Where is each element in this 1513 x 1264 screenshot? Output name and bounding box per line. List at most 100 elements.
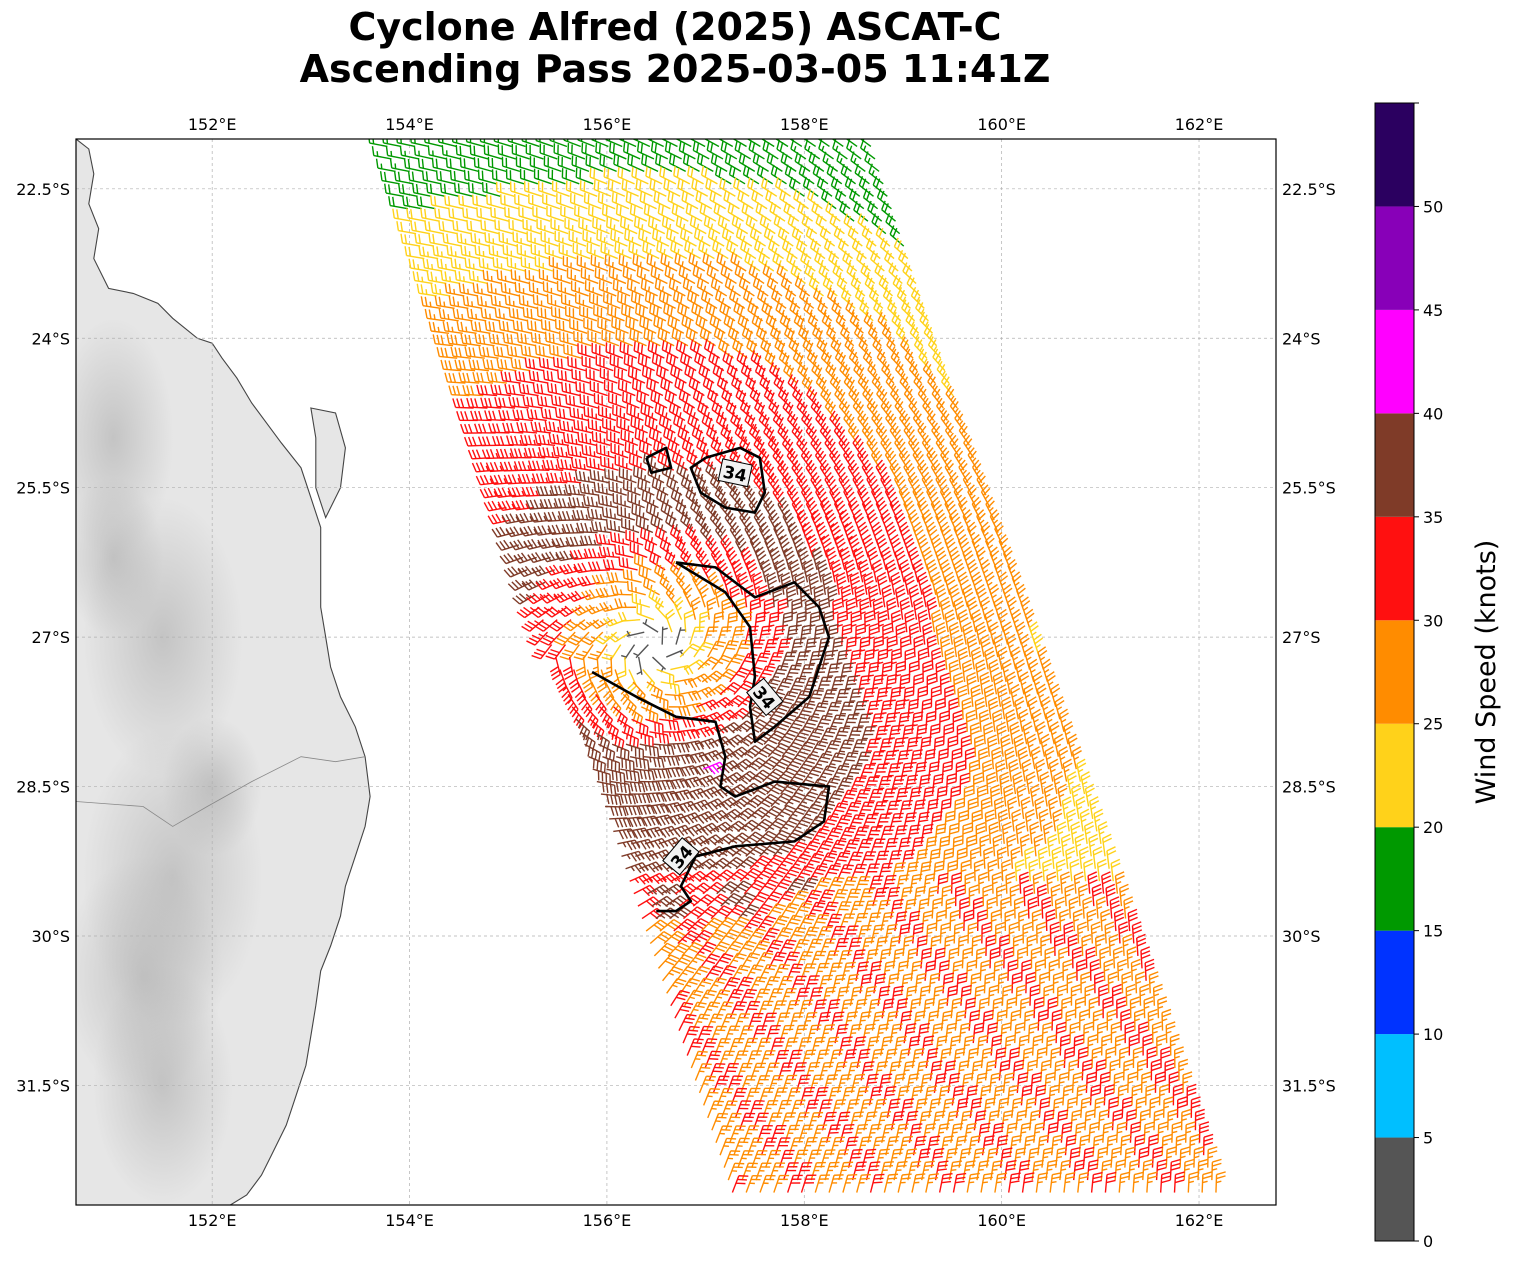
wind-barb [706, 264, 724, 285]
wind-barb [646, 253, 664, 272]
wind-barb [486, 371, 507, 384]
wind-barb [757, 288, 773, 309]
wind-barb [616, 291, 635, 310]
wind-barb [410, 220, 431, 235]
wind-barb [560, 205, 579, 222]
wind-barbs [368, 139, 1226, 1193]
wind-barb [604, 254, 623, 272]
wind-barb [626, 279, 645, 297]
wind-barb [512, 231, 531, 247]
wind-barb [641, 365, 660, 384]
wind-barb [375, 158, 396, 173]
wind-barb [910, 286, 925, 309]
wind-barb [565, 180, 584, 197]
wind-barb [567, 143, 586, 160]
wind-barb [774, 177, 792, 197]
wind-barb [431, 157, 451, 173]
wind-barb [455, 144, 475, 160]
wind-barb [663, 178, 681, 197]
wind-barb [693, 227, 711, 247]
wind-barb [464, 257, 484, 272]
wind-barb [393, 170, 414, 185]
wind-barb [438, 220, 458, 235]
wind-barb [706, 140, 724, 160]
wind-barb [605, 342, 624, 359]
wind-barb [525, 143, 544, 160]
wind-barb [705, 178, 722, 197]
wind-barb [470, 320, 491, 334]
wind-barb [597, 192, 616, 210]
wind-barb [446, 245, 466, 260]
wind-barb [385, 145, 406, 160]
wind-barb [901, 299, 916, 322]
wind-barb [439, 182, 460, 197]
wind-barb [649, 303, 667, 322]
wind-barb [550, 306, 570, 322]
wind-barb [812, 164, 829, 185]
wind-barb [670, 240, 688, 260]
wind-barb [589, 167, 608, 185]
wind-barb [482, 269, 502, 285]
wind-barb [685, 327, 703, 347]
wind-barb [621, 304, 639, 322]
wind-barb [449, 169, 469, 185]
wind-barb [469, 144, 489, 160]
colorbar-tick-label: 0 [1423, 1232, 1433, 1251]
wind-barb [408, 258, 429, 272]
wind-barb [453, 182, 474, 197]
wind-barb [637, 353, 655, 372]
wind-barb [630, 291, 649, 310]
wind-barb [601, 204, 620, 222]
wind-barb [713, 202, 731, 222]
wind-barb [710, 277, 728, 297]
wind-barb [593, 305, 611, 322]
wind-barb [640, 278, 658, 297]
wind-barb [522, 306, 542, 322]
wind-barb [533, 168, 552, 185]
wind-barb [734, 264, 751, 285]
wind-barb [526, 319, 546, 334]
wind-barb [633, 216, 652, 235]
wind-barb [508, 219, 527, 235]
wind-barb [746, 139, 761, 148]
wind-barb [557, 155, 576, 173]
wind-barb [607, 304, 625, 322]
wind-barb [807, 189, 823, 210]
wind-barb [535, 139, 554, 148]
wind-barb [615, 329, 633, 347]
wind-barb [639, 316, 657, 334]
colorbar-segment [1375, 930, 1414, 1035]
wind-barb [526, 231, 545, 247]
wind-barb [657, 203, 675, 222]
wind-barb [836, 151, 852, 172]
wind-barb [712, 240, 729, 260]
wind-barb [886, 336, 900, 359]
lon-tick-label-top: 160°E [977, 115, 1026, 134]
wind-barb [614, 241, 632, 260]
wind-barb [700, 165, 718, 185]
wind-barb [734, 140, 752, 160]
wind-barb [462, 207, 482, 222]
wind-barb [830, 336, 845, 359]
wind-barb [915, 299, 929, 322]
wind-barb [858, 336, 873, 359]
wind-barb [724, 152, 742, 172]
wind-barb [613, 154, 631, 173]
wind-barb [584, 280, 603, 297]
colorbar-segment [1375, 1137, 1414, 1241]
wind-barb [543, 155, 562, 173]
wind-barb [695, 190, 713, 210]
wind-barb [647, 139, 664, 148]
wind-barb [500, 194, 519, 210]
wind-barb [506, 345, 527, 359]
wind-barb [566, 268, 585, 285]
wind-barb [444, 195, 464, 210]
wind-barb [587, 330, 606, 347]
colorbar-segment [1375, 413, 1414, 517]
wind-barb [570, 280, 589, 297]
wind-barb [717, 215, 735, 235]
wind-barb [581, 142, 599, 160]
wind-barb [673, 166, 691, 185]
wind-barb [548, 344, 568, 359]
wind-barb [596, 229, 614, 247]
